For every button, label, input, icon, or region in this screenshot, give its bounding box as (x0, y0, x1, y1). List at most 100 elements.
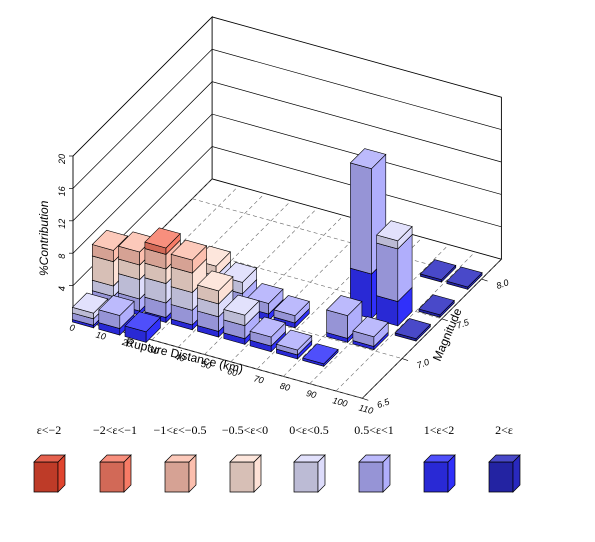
bar-segment (170, 239, 208, 274)
bar-face-top (326, 295, 363, 317)
legend-label: −2<ε<−1 (93, 423, 137, 437)
floor-gridline-distance (204, 215, 344, 355)
bar-face-top (98, 295, 135, 316)
y-tick-label: 7.5 (455, 317, 471, 331)
bar-segment (223, 294, 260, 327)
z-gridline (72, 81, 502, 222)
legend-swatch-top (229, 454, 262, 463)
legend-swatch-front (164, 461, 190, 493)
legend-swatch (488, 454, 521, 493)
floor-gridline-distance (230, 222, 371, 363)
x-tick-label: 70 (253, 373, 265, 385)
bar-face-top (91, 229, 129, 251)
legend-swatch (33, 454, 66, 493)
legend-swatch-front (488, 461, 514, 493)
bar-segment (249, 316, 287, 347)
legend-swatch-front (358, 461, 384, 493)
legend-swatch-front (423, 461, 449, 493)
y-tick-label: 7.0 (415, 357, 430, 371)
legend-label: 0.5<ε<1 (354, 423, 394, 437)
x-tick-label: 100 (331, 395, 348, 409)
legend-swatch-top (423, 454, 456, 463)
bar-face-top (247, 283, 284, 304)
bar-face-top (223, 294, 260, 316)
legend-swatch (229, 454, 262, 493)
floor-gridline-distance (335, 251, 476, 392)
back-wall-outline (211, 16, 502, 260)
z-tick-label: 4 (57, 286, 67, 291)
legend: ε<−2 −2<ε<−1 −1<ε<−0.5 −0.5<ε<0 0<ε<0.5 0.5<ε… (33, 423, 521, 493)
legend-swatch-front (33, 461, 59, 493)
left-wall-outline (72, 15, 213, 318)
bar-segment (352, 316, 389, 348)
bar-segment (196, 270, 234, 305)
bar-face-top (170, 239, 208, 261)
bar-face-top (418, 294, 455, 316)
bar-face-top (249, 316, 287, 338)
y-tick-mark (481, 278, 488, 282)
legend-swatch (423, 454, 456, 493)
legend-label: 2<ε (495, 423, 513, 437)
z-tick-label: 16 (57, 186, 67, 196)
bar-face-top (273, 295, 310, 317)
bar-face-top (124, 311, 161, 333)
legend-label: −1<ε<−0.5 (153, 423, 206, 437)
legend-swatch (99, 454, 132, 493)
z-tick-label: 8 (57, 254, 67, 259)
bar-segment (326, 295, 363, 340)
x-tick-label: 110 (358, 403, 374, 416)
x-tick-label: 0 (68, 322, 75, 333)
chart-bars (71, 148, 483, 368)
bar-face-top (275, 329, 313, 351)
legend-swatch-front (293, 461, 319, 493)
bar-face-top (446, 266, 483, 288)
z-axis-label: %Contribution (37, 200, 51, 276)
y-tick-mark (441, 318, 448, 322)
floor-gridline-magnitude (192, 198, 482, 280)
bar-face-top (349, 148, 387, 170)
x-tick-label: 40 (174, 351, 186, 363)
legend-swatch-top (488, 454, 521, 463)
bar-face-top (144, 227, 181, 249)
bar-segment (302, 343, 339, 368)
legend-swatch-top (293, 454, 326, 463)
x-tick-label: 50 (200, 359, 212, 371)
bar-face-top (376, 220, 413, 242)
bar-face-top (419, 259, 457, 281)
x-tick-label: 60 (226, 366, 238, 378)
legend-swatch-front (99, 461, 125, 493)
bar-segment (275, 329, 313, 356)
legend-swatch-top (99, 454, 132, 463)
legend-label: 1<ε<2 (424, 423, 455, 437)
legend-swatch-top (33, 454, 66, 463)
bar-segment (394, 318, 431, 342)
y-tick-label: 6.5 (376, 396, 392, 410)
legend-swatch-top (358, 454, 391, 463)
legend-swatch (164, 454, 197, 493)
x-tick-label: 20 (120, 337, 133, 350)
bar-face-top (71, 292, 109, 314)
bar-segment (418, 294, 455, 319)
bar-segment (98, 295, 135, 330)
bar-face-top (394, 318, 431, 340)
y-tick-label: 8.0 (495, 277, 510, 291)
y-tick-mark (401, 358, 409, 361)
z-tick-label: 12 (57, 219, 67, 229)
bar-segment (446, 266, 483, 291)
bar-face-top (196, 270, 234, 292)
bar-segment (376, 220, 413, 250)
z-gridline (72, 48, 502, 189)
legend-label: 0<ε<0.5 (289, 423, 329, 437)
x-tick-label: 90 (305, 388, 317, 400)
legend-swatch-top (164, 454, 197, 463)
floor-gridline-distance (362, 258, 502, 399)
legend-label: ε<−2 (37, 423, 62, 437)
chart-tick-labels: 4 8 12 16 20 0 10 20 30 40 50 60 70 80 90 100 110 6.5 7.0 7… (57, 154, 510, 416)
bar-segment (419, 259, 457, 283)
bar-face-top (352, 316, 389, 338)
legend-swatch (358, 454, 391, 493)
z-tick-label: 20 (57, 154, 67, 165)
bar-segment (144, 227, 181, 256)
x-tick-label: 30 (147, 344, 159, 356)
